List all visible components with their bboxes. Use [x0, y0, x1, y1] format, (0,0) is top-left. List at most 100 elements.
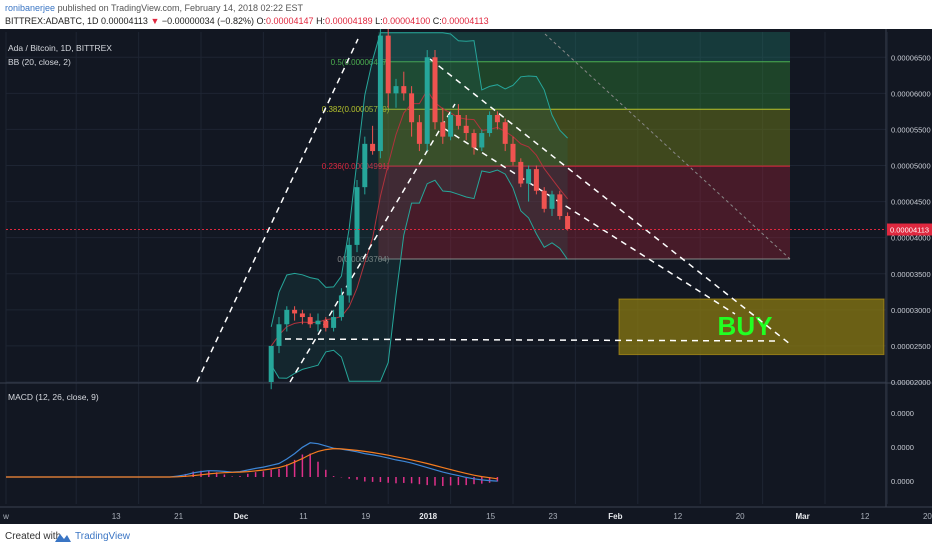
bollinger-basis — [270, 89, 568, 347]
tradingview-logo-icon[interactable] — [54, 530, 72, 548]
candle-body — [370, 143, 376, 152]
candle-body — [494, 114, 500, 123]
fib-label: 0.236(0.00004991) — [322, 162, 390, 171]
x-tick-label: 12 — [861, 512, 870, 521]
candle-body — [440, 122, 446, 137]
candle-body — [292, 309, 298, 314]
created-with-text: Created with — [5, 531, 62, 542]
open-label: O: — [256, 16, 266, 26]
candle-body — [479, 133, 485, 148]
candle-body — [354, 187, 360, 245]
last-value: 0.00004113 — [101, 16, 148, 26]
candle-body — [385, 35, 391, 94]
candle-body — [448, 114, 454, 137]
y-tick-label: 0.00003000 — [891, 306, 931, 315]
candle-body — [284, 309, 290, 325]
candle-body — [533, 169, 539, 191]
x-tick-label: Feb — [608, 512, 622, 521]
symbol-line: BITTREX:ADABTC, 1D 0.00004113 ▼ −0.00000… — [5, 16, 489, 26]
candle-body — [338, 295, 344, 318]
x-tick-label: 2018 — [419, 512, 437, 521]
buy-zone — [618, 298, 885, 356]
high-label: H: — [316, 16, 326, 26]
support-line — [284, 338, 781, 342]
fib-zone-top — [378, 32, 790, 62]
x-tick-label: Mar — [795, 512, 809, 521]
buy-annotation: BUY — [718, 311, 773, 341]
candle-body — [549, 194, 555, 209]
candle-body — [416, 122, 422, 144]
footer-bar: Created with TradingView — [0, 524, 932, 550]
close-label: C: — [432, 16, 442, 26]
x-tick-label: 20 — [923, 512, 932, 521]
candle-body — [307, 317, 313, 325]
x-tick-label: 15 — [486, 512, 495, 521]
x-tick-label: 19 — [361, 512, 370, 521]
candle-body — [557, 194, 563, 217]
close-value: 0.00004113 — [441, 16, 489, 26]
bollinger-lower — [270, 169, 569, 382]
candle-body — [487, 114, 493, 134]
candle-body — [362, 143, 368, 188]
chart-title: Ada / Bitcoin, 1D, BITTREX — [8, 43, 112, 53]
x-tick-label: 13 — [112, 512, 121, 521]
candle-body — [565, 216, 571, 230]
author-link[interactable]: ronibanerjee — [5, 3, 56, 13]
indicator-label: BB (20, close, 2) — [8, 57, 71, 67]
symbol-text: BITTREX:ADABTC, 1D — [5, 16, 99, 26]
y-tick-label: 0.00005500 — [891, 125, 931, 134]
candle-body — [424, 57, 430, 144]
bollinger-fill — [271, 32, 568, 382]
y-tick-label: 0.00002000 — [891, 378, 931, 387]
candle-body — [455, 114, 461, 126]
candle-body — [377, 35, 383, 152]
publish-line: ronibanerjee published on TradingView.co… — [5, 3, 303, 13]
candle-body — [346, 244, 352, 296]
low-value: 0.00004100 — [382, 16, 431, 26]
candle-body — [526, 169, 532, 184]
candle-body — [541, 190, 547, 209]
y-tick-label: 0.00005000 — [891, 162, 931, 171]
fib-label: 0.382(0.00005780) — [322, 105, 390, 114]
last-price-tag — [887, 223, 932, 236]
x-tick-label: 20 — [736, 512, 745, 521]
y-tick-label: 0.00004000 — [891, 234, 931, 243]
candle-body — [401, 86, 407, 94]
x-tick-label: w — [2, 512, 9, 521]
open-value: 0.00004147 — [265, 16, 314, 26]
y-tick-label: 0.00002500 — [891, 342, 931, 351]
last-price-label: 0.00004113 — [890, 226, 929, 235]
chart-area[interactable]: 0.5(0.00006437) 0.382(0.00005780) 0.236(0.… — [0, 28, 932, 524]
tradingview-brand[interactable]: TradingView — [75, 531, 131, 542]
candle-body — [471, 133, 477, 148]
candle-body — [463, 125, 469, 134]
x-tick-label: 21 — [174, 512, 183, 521]
x-tick-label: 12 — [673, 512, 682, 521]
candle-body — [510, 143, 516, 162]
macd-y-tick: 0.0000 — [891, 409, 914, 418]
macd-title: MACD (12, 26, close, 9) — [8, 392, 99, 402]
macd-y-tick: 0.0000 — [891, 477, 914, 486]
fib-zone-0.236 — [378, 166, 790, 260]
bollinger-upper — [270, 32, 568, 328]
fib-label: 0(0.00003704) — [337, 255, 389, 264]
trend-line-4 — [444, 128, 736, 315]
candle-body — [518, 161, 524, 184]
chart-canvas[interactable]: 0.5(0.00006437) 0.382(0.00005780) 0.236(0.… — [0, 28, 932, 524]
y-tick-label: 0.00006500 — [891, 53, 931, 62]
fib-label: 0.5(0.00006437) — [331, 58, 390, 67]
low-label: L: — [375, 16, 383, 26]
fib-zone-0.382 — [378, 109, 790, 167]
candle-body — [276, 324, 282, 346]
publish-header: ronibanerjee published on TradingView.co… — [0, 0, 932, 29]
change-text: −0.00000034 (−0.82%) — [161, 16, 254, 26]
fib-zone-0.5 — [378, 61, 790, 110]
candle-body — [409, 93, 415, 123]
x-tick-label: Dec — [234, 512, 249, 521]
y-tick-label: 0.00003500 — [891, 270, 931, 279]
candle-body — [331, 317, 337, 328]
trend-line-5 — [544, 33, 791, 260]
macd-y-tick: 0.0000 — [891, 443, 914, 452]
down-arrow-icon: ▼ — [150, 16, 160, 26]
x-tick-label: 23 — [549, 512, 558, 521]
